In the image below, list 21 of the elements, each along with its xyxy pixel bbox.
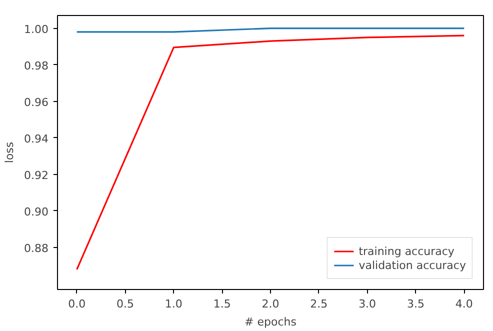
x-axis-title: # epochs [244,316,297,328]
x-tick-label: 3.0 [358,298,376,310]
x-tick-label: 0.5 [116,298,134,310]
y-tick-label: 0.92 [24,168,49,182]
x-tick-label: 4.0 [455,298,473,310]
legend-label: validation accuracy [358,258,466,272]
x-tick-label: 2.0 [262,298,280,310]
y-tick-label: 0.96 [24,96,49,109]
y-tick-label: 0.94 [24,132,49,146]
line-series [76,34,465,270]
y-tick-label: 0.88 [24,242,49,255]
x-tick-label: 0.0 [68,298,86,310]
x-tick-label: 1.5 [213,298,231,310]
y-tick-label: 0.90 [24,205,49,218]
x-tick-label: 3.5 [406,298,424,310]
x-tick-label: 1.0 [164,298,182,310]
y-tick-label: 0.98 [24,59,49,72]
y-tick-label: 1.00 [24,22,49,36]
legend-label: training accuracy [358,244,454,258]
x-tick-label: 2.5 [310,298,328,310]
y-axis-title: loss [3,142,16,164]
